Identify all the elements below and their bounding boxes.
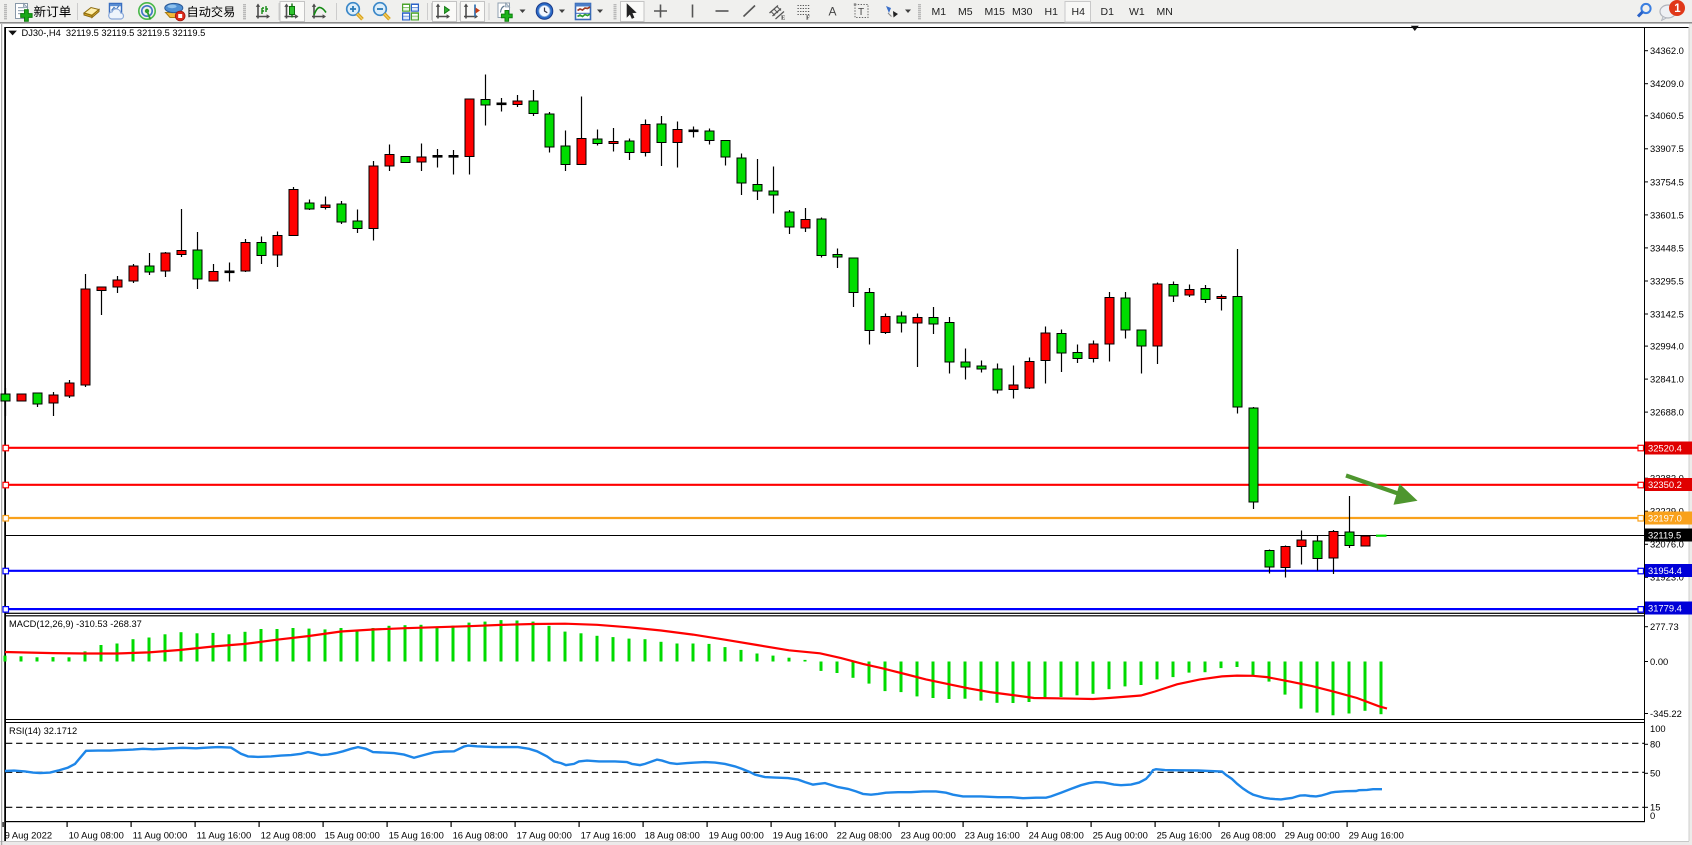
svg-text:31779.4: 31779.4 (1648, 603, 1682, 614)
svg-text:15: 15 (1650, 802, 1660, 813)
svg-text:32076.0: 32076.0 (1650, 539, 1684, 550)
svg-text:23 Aug 16:00: 23 Aug 16:00 (965, 830, 1020, 841)
svg-text:33754.5: 33754.5 (1650, 176, 1684, 187)
svg-text:26 Aug 08:00: 26 Aug 08:00 (1221, 830, 1276, 841)
svg-text:W1: W1 (1129, 6, 1145, 18)
svg-text:34362.0: 34362.0 (1650, 45, 1684, 56)
svg-text:1: 1 (1674, 3, 1681, 15)
svg-text:H4: H4 (1072, 6, 1086, 18)
svg-text:32350.2: 32350.2 (1648, 479, 1682, 490)
svg-text:-345.22: -345.22 (1650, 708, 1682, 719)
svg-text:E: E (781, 15, 785, 22)
svg-text:T: T (858, 7, 864, 18)
svg-text:33142.5: 33142.5 (1650, 308, 1684, 319)
svg-text:33601.5: 33601.5 (1650, 209, 1684, 220)
svg-text:31954.4: 31954.4 (1648, 565, 1682, 576)
svg-text:M5: M5 (958, 6, 973, 18)
svg-text:31923.0: 31923.0 (1650, 572, 1684, 583)
svg-text:M30: M30 (1012, 6, 1033, 18)
svg-text:34060.5: 34060.5 (1650, 110, 1684, 121)
svg-text:23 Aug 00:00: 23 Aug 00:00 (901, 830, 956, 841)
svg-text:100: 100 (1650, 723, 1666, 734)
svg-text:0.00: 0.00 (1650, 656, 1668, 667)
svg-text:16 Aug 08:00: 16 Aug 08:00 (453, 830, 508, 841)
svg-text:11 Aug 00:00: 11 Aug 00:00 (133, 830, 188, 841)
svg-text:277.73: 277.73 (1650, 621, 1679, 632)
svg-text:18 Aug 08:00: 18 Aug 08:00 (645, 830, 700, 841)
svg-text:9 Aug 2022: 9 Aug 2022 (5, 830, 52, 841)
svg-text:29 Aug 00:00: 29 Aug 00:00 (1285, 830, 1340, 841)
svg-text:25 Aug 00:00: 25 Aug 00:00 (1093, 830, 1148, 841)
svg-text:32994.0: 32994.0 (1650, 341, 1684, 352)
svg-text:32520.4: 32520.4 (1648, 443, 1682, 454)
svg-text:32688.0: 32688.0 (1650, 407, 1684, 418)
svg-text:10 Aug 08:00: 10 Aug 08:00 (69, 830, 124, 841)
svg-text:29 Aug 16:00: 29 Aug 16:00 (1349, 830, 1404, 841)
svg-text:MN: MN (1157, 6, 1173, 18)
svg-text:22 Aug 08:00: 22 Aug 08:00 (837, 830, 892, 841)
svg-text:15 Aug 00:00: 15 Aug 00:00 (325, 830, 380, 841)
svg-text:32119.5: 32119.5 (1648, 530, 1681, 541)
svg-text:M1: M1 (932, 6, 947, 18)
svg-text:24 Aug 08:00: 24 Aug 08:00 (1029, 830, 1084, 841)
svg-text:12 Aug 08:00: 12 Aug 08:00 (261, 830, 316, 841)
svg-text:DJ30-,H4 32119.5 32119.5 3211: DJ30-,H4 32119.5 32119.5 32119.5 32119.5 (22, 28, 206, 38)
svg-text:19 Aug 00:00: 19 Aug 00:00 (709, 830, 764, 841)
svg-text:17 Aug 16:00: 17 Aug 16:00 (581, 830, 636, 841)
svg-text:33448.5: 33448.5 (1650, 242, 1684, 253)
svg-text:32841.0: 32841.0 (1650, 374, 1684, 385)
svg-text:H1: H1 (1045, 6, 1059, 18)
svg-text:34209.0: 34209.0 (1650, 78, 1684, 89)
svg-text:25 Aug 16:00: 25 Aug 16:00 (1157, 830, 1212, 841)
svg-text:33907.5: 33907.5 (1650, 143, 1684, 154)
svg-text:M15: M15 (985, 6, 1006, 18)
svg-text:19 Aug 16:00: 19 Aug 16:00 (773, 830, 828, 841)
svg-text:50: 50 (1650, 768, 1660, 779)
svg-text:MACD(12,26,9) -310.53 -268.37: MACD(12,26,9) -310.53 -268.37 (9, 619, 142, 629)
svg-text:RSI(14) 32.1712: RSI(14) 32.1712 (9, 726, 77, 736)
svg-text:15 Aug 16:00: 15 Aug 16:00 (389, 830, 444, 841)
svg-text:33295.5: 33295.5 (1650, 275, 1684, 286)
svg-text:D1: D1 (1101, 6, 1115, 18)
svg-text:A: A (829, 5, 837, 19)
svg-text:80: 80 (1650, 739, 1660, 750)
svg-text:17 Aug 00:00: 17 Aug 00:00 (517, 830, 572, 841)
svg-text:F: F (806, 15, 810, 22)
svg-text:0: 0 (1650, 810, 1655, 821)
svg-text:32197.0: 32197.0 (1648, 513, 1682, 524)
svg-text:11 Aug 16:00: 11 Aug 16:00 (197, 830, 252, 841)
svg-text:32229.0: 32229.0 (1650, 506, 1684, 517)
